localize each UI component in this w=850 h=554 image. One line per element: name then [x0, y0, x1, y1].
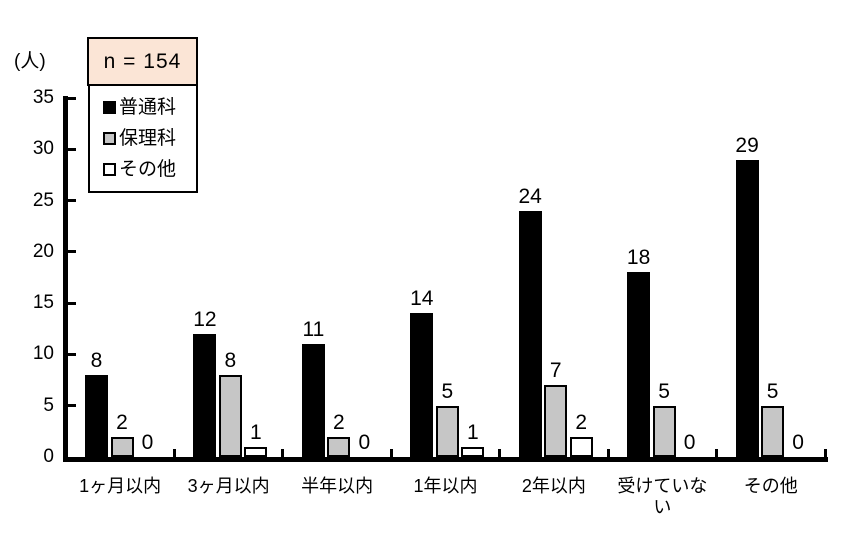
value-label: 18	[626, 246, 651, 270]
bar-保理科	[327, 436, 351, 457]
value-label: 8	[90, 348, 103, 372]
x-axis-line	[63, 457, 828, 462]
bar-普通科	[410, 313, 434, 457]
x-tick-mark	[389, 449, 393, 457]
legend-swatch-icon	[103, 163, 116, 176]
bar-その他	[569, 436, 593, 457]
legend-swatch-icon	[103, 101, 116, 114]
x-tick-mark	[715, 449, 719, 457]
value-label: 5	[441, 379, 454, 403]
y-tick-label: 20	[32, 240, 54, 262]
y-tick-label: 5	[43, 394, 54, 416]
legend-label: その他	[119, 159, 177, 180]
legend-item: 普通科	[103, 98, 196, 117]
value-label: 8	[224, 348, 237, 372]
x-category-label: 2年以内	[521, 476, 586, 496]
value-label: 5	[766, 379, 779, 403]
value-label: 12	[193, 307, 217, 331]
y-axis-unit-label: (人)	[14, 51, 46, 72]
x-category-label: 1年以内	[413, 476, 478, 496]
y-tick-mark	[68, 199, 76, 203]
value-label: 11	[302, 318, 325, 342]
y-tick-label: 15	[32, 292, 54, 314]
y-tick-label: 10	[32, 343, 54, 365]
legend-label: 保理科	[119, 128, 177, 149]
value-label: 2	[333, 410, 345, 434]
value-label: 5	[658, 379, 670, 403]
value-label: 0	[358, 431, 371, 454]
x-tick-mark	[498, 449, 502, 457]
bar-保理科	[218, 374, 242, 457]
y-tick-mark	[68, 147, 76, 151]
x-category-label: 半年以内	[301, 476, 374, 496]
legend-label: 普通科	[119, 97, 177, 118]
bar-その他	[244, 446, 268, 457]
bar-普通科	[627, 272, 651, 457]
y-axis-line	[63, 96, 68, 462]
bar-保理科	[761, 405, 785, 457]
bar-保理科	[544, 385, 568, 457]
bar-普通科	[518, 210, 542, 457]
y-tick-mark	[68, 352, 76, 356]
value-label: 7	[549, 359, 562, 383]
value-label: 1	[250, 420, 262, 444]
legend-item: その他	[103, 160, 196, 179]
y-tick-label: 35	[32, 87, 54, 108]
x-category-label: 1ヶ月以内	[79, 476, 162, 496]
x-tick-mark	[172, 449, 176, 457]
y-tick-label: 25	[32, 189, 54, 211]
y-tick-mark	[68, 404, 76, 408]
value-label: 24	[518, 184, 542, 208]
x-tick-mark	[606, 449, 610, 457]
value-label: 0	[792, 431, 804, 454]
value-label: 0	[683, 431, 696, 454]
value-label: 2	[116, 410, 128, 434]
x-category-label: 受けていない	[617, 476, 708, 517]
n-badge: n = 154	[87, 37, 198, 86]
bar-普通科	[193, 333, 217, 457]
y-tick-mark	[68, 96, 76, 100]
bar-保理科	[110, 436, 134, 457]
legend-item: 保理科	[103, 129, 196, 148]
y-tick-mark	[68, 301, 76, 305]
legend-swatch-icon	[103, 132, 116, 145]
value-label: 14	[410, 287, 434, 311]
x-category-label: その他	[743, 476, 798, 496]
bar-普通科	[735, 159, 759, 457]
value-label: 2	[575, 410, 588, 434]
legend: 普通科 保理科 その他	[88, 84, 198, 193]
bar-普通科	[85, 374, 108, 457]
y-tick-label: 30	[32, 138, 54, 160]
value-label: 0	[141, 431, 154, 454]
bar-普通科	[301, 344, 325, 457]
x-tick-mark	[281, 449, 285, 457]
bar-保理科	[652, 405, 676, 457]
value-label: 1	[466, 420, 479, 444]
value-label: 29	[735, 133, 759, 157]
y-tick-label: 0	[43, 446, 54, 467]
bar-その他	[461, 446, 485, 457]
bar-保理科	[435, 405, 459, 457]
x-category-label: 3ヶ月以内	[187, 476, 270, 496]
x-tick-mark	[823, 449, 827, 457]
y-tick-mark	[68, 250, 76, 254]
